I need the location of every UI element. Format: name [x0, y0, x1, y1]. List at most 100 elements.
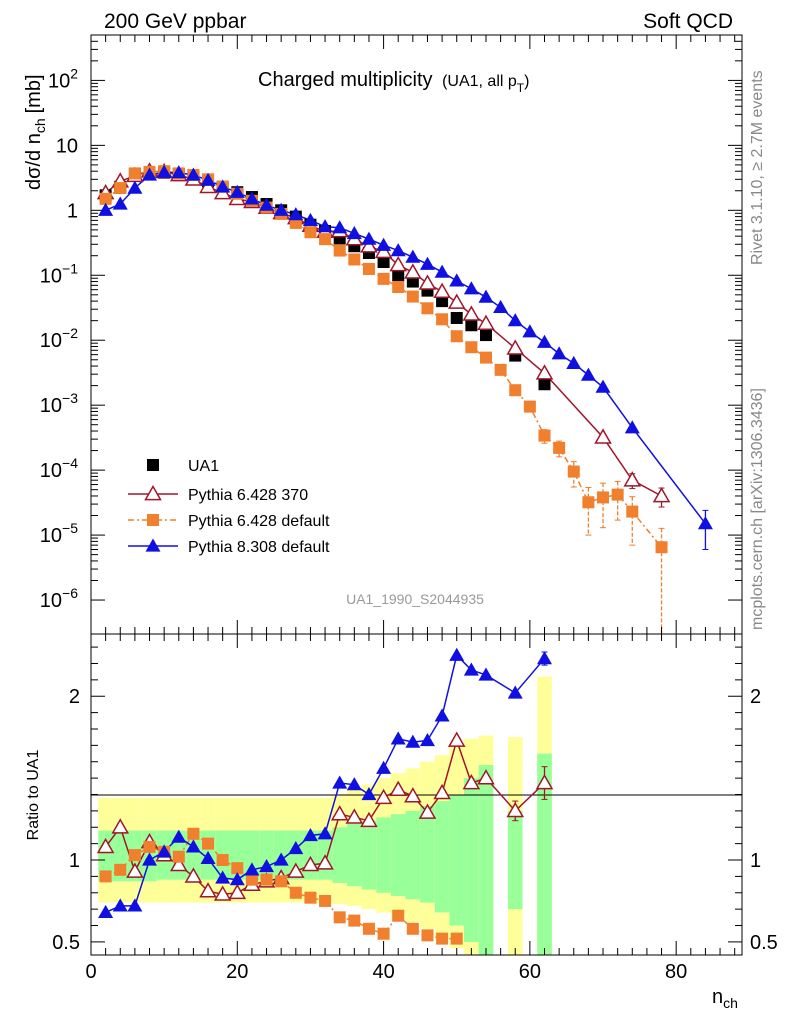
data-point	[346, 225, 362, 240]
ratio-ylabel: Ratio to UA1	[25, 750, 42, 841]
data-point	[462, 305, 481, 321]
ratio-y-tick-label: 2	[69, 686, 80, 708]
data-point	[389, 255, 408, 272]
data-point	[595, 379, 611, 393]
ratio-point	[289, 886, 302, 899]
data-point	[436, 295, 449, 308]
data-point	[594, 428, 612, 444]
data-point	[171, 165, 187, 179]
data-point	[229, 184, 245, 198]
green-band	[288, 830, 304, 880]
ratio-point	[360, 811, 378, 828]
data-point	[479, 329, 492, 342]
y-tick-label: 10−2	[40, 325, 78, 352]
ratio-point	[389, 780, 408, 796]
ratio-point	[319, 894, 332, 907]
data-point	[317, 219, 333, 233]
data-point	[611, 488, 624, 501]
ratio-point	[433, 783, 451, 800]
ratio-y-tick-label: 0.5	[52, 932, 80, 954]
data-point	[434, 264, 450, 278]
ratio-point	[348, 914, 361, 927]
data-point	[200, 172, 216, 186]
ratio-point	[302, 827, 318, 842]
data-point	[304, 226, 317, 239]
ratio-point	[156, 844, 172, 858]
ratio-point	[127, 898, 143, 912]
ratio-point	[111, 818, 130, 834]
ratio-point	[333, 911, 346, 924]
x-tick-label: 0	[85, 961, 96, 983]
data-point	[553, 441, 566, 454]
data-point	[465, 319, 478, 332]
ratio-point	[418, 803, 437, 819]
ratio-point	[463, 662, 479, 676]
y-tick-label: 10	[56, 135, 78, 157]
ratio-point	[301, 855, 320, 872]
ratio-point	[98, 904, 114, 919]
data-point	[655, 541, 668, 554]
ratio-y-tick-label: 1	[69, 850, 80, 872]
green-band	[376, 817, 391, 893]
ratio-point	[406, 922, 419, 935]
ratio-y-tick-label-right: 2	[750, 686, 761, 708]
data-point	[418, 274, 437, 290]
ratio-point	[114, 863, 127, 876]
ratio-point	[171, 829, 187, 843]
data-point	[259, 197, 275, 211]
ratio-point	[507, 685, 523, 699]
data-point	[392, 280, 405, 293]
ratio-point	[404, 787, 422, 803]
ratio-point	[361, 787, 377, 801]
green-band	[507, 810, 523, 910]
ratio-point	[199, 882, 217, 898]
data-point	[478, 289, 494, 303]
data-point	[332, 220, 348, 234]
data-point	[360, 237, 378, 253]
ratio-point	[434, 708, 450, 722]
ratio-point	[244, 862, 260, 876]
data-point	[348, 253, 361, 266]
main-y-axis: 102 10 1 10−1 10−2 10−3 10−4 10−5 10−6	[40, 34, 742, 612]
ratio-point	[537, 651, 553, 665]
data-point	[624, 420, 640, 434]
data-point	[390, 243, 406, 257]
x-tick-label: 60	[519, 961, 541, 983]
legend-marker	[147, 459, 159, 471]
green-band	[420, 805, 435, 903]
legend: UA1 Pythia 6.428 370 Pythia 6.428 default P…	[128, 458, 330, 556]
legend-label: Pythia 8.308 default	[188, 539, 330, 556]
x-axis-label: nch	[712, 986, 738, 1011]
data-point	[506, 339, 525, 355]
data-point	[566, 355, 582, 370]
ratio-point	[260, 873, 273, 886]
ratio-point	[436, 932, 449, 945]
ratio-point	[128, 849, 141, 862]
ratio-point	[143, 840, 156, 853]
ratio-point	[288, 841, 304, 855]
ratio-point	[477, 769, 495, 785]
data-point	[376, 237, 392, 251]
ratio-point	[392, 909, 405, 922]
ratio-uncertainty-bands	[98, 676, 552, 955]
ratio-point	[376, 760, 392, 774]
y-tick-label: 102	[48, 65, 78, 92]
header-left: 200 GeV ppbar	[104, 10, 246, 33]
y-tick-label: 10−6	[40, 585, 78, 612]
green-band	[361, 820, 377, 890]
ratio-y-axis: 0.5 0.5 1 1 2 2	[52, 646, 778, 954]
green-band	[186, 830, 201, 880]
ratio-point	[259, 859, 275, 873]
ratio-point	[202, 837, 215, 850]
data-point	[156, 164, 172, 178]
x-axis: 0 20 40 60 80	[85, 35, 736, 983]
data-point	[406, 290, 419, 303]
x-tick-label: 80	[665, 961, 687, 983]
data-point	[185, 167, 201, 181]
legend-label: UA1	[188, 458, 219, 475]
data-point	[626, 505, 639, 518]
ratio-point	[215, 870, 231, 884]
data-point	[436, 313, 449, 326]
data-point	[537, 334, 553, 348]
analysis-watermark: UA1_1990_S2044935	[346, 591, 484, 607]
